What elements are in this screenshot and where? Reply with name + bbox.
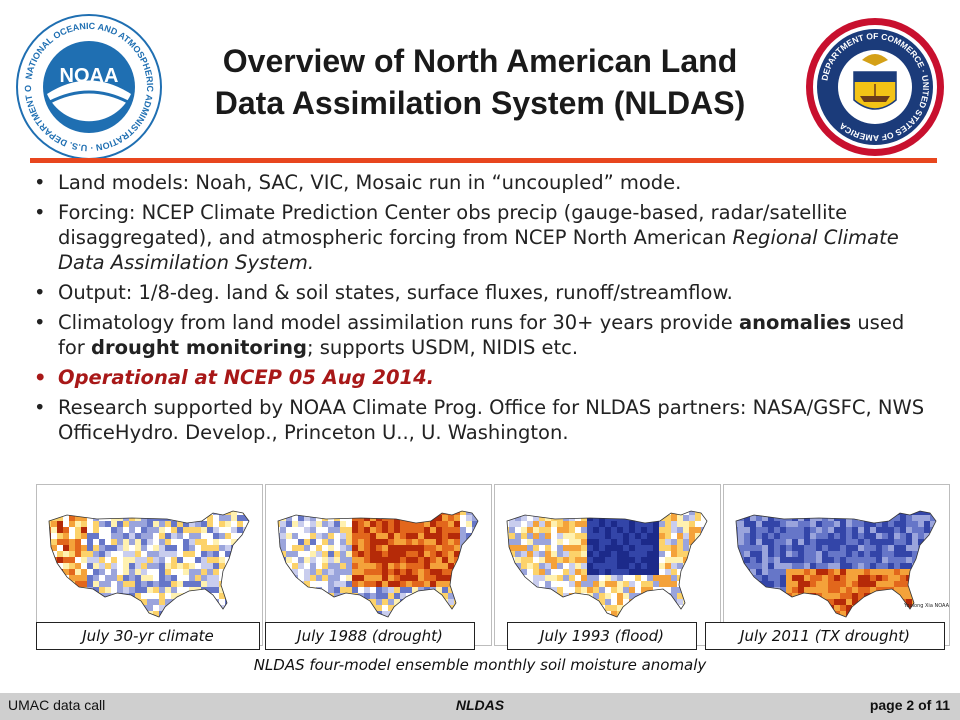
bullet-item: Forcing: NCEP Climate Prediction Center … [32, 200, 937, 275]
caption-july-1988-drought: July 1988 (drought) [265, 622, 475, 650]
title-line-2: Data Assimilation System (NLDAS) [214, 85, 746, 121]
soil-moisture-map-1 [48, 510, 250, 618]
bullet-text: drought monitoring [91, 336, 307, 359]
bullet-text: Climatology from land model assimilation… [58, 311, 739, 334]
bullet-text: Operational at NCEP 05 Aug 2014. [58, 366, 435, 389]
bullet-list: Land models: Noah, SAC, VIC, Mosaic run … [32, 170, 937, 450]
bullet-text: Output: 1/8-deg. land & soil states, sur… [58, 281, 733, 304]
bullet-item: Research supported by NOAA Climate Prog.… [32, 395, 937, 445]
department-of-commerce-seal: DEPARTMENT OF COMMERCE · UNITED STATES O… [804, 16, 946, 158]
soil-moisture-map-4: Youlong Xia NOAA/NCEP/EMC [735, 510, 949, 618]
map-credit-text: Youlong Xia NOAA/NCEP/EMC [903, 603, 949, 609]
footer-bar: UMAC data call NLDAS page 2 of 11 [0, 693, 960, 720]
noaa-logo-text: NOAA [60, 65, 119, 87]
title-divider [30, 158, 937, 163]
bullet-text: Land models: Noah, SAC, VIC, Mosaic run … [58, 171, 682, 194]
footer-left-text: UMAC data call [8, 697, 106, 713]
bullet-text: ; supports USDM, NIDIS etc. [306, 336, 579, 359]
map-july-30yr-climate [36, 484, 263, 646]
noaa-logo: NATIONAL OCEANIC AND ATMOSPHERIC ADMINIS… [10, 4, 164, 162]
bullet-item: Output: 1/8-deg. land & soil states, sur… [32, 280, 937, 305]
page-title: Overview of North American Land Data Ass… [165, 40, 795, 124]
bullet-item: Land models: Noah, SAC, VIC, Mosaic run … [32, 170, 937, 195]
map-july-1988-drought [265, 484, 492, 646]
soil-moisture-map-2 [277, 510, 479, 618]
bullet-text: Research supported by NOAA Climate Prog.… [58, 396, 925, 444]
caption-july-1993-flood: July 1993 (flood) [507, 622, 697, 650]
bullet-text: used for [58, 311, 905, 359]
soil-moisture-map-3 [506, 510, 708, 618]
bullet-item: Climatology from land model assimilation… [32, 310, 937, 360]
figure-caption: NLDAS four-model ensemble monthly soil m… [253, 656, 707, 674]
caption-july-2011-tx-drought: July 2011 (TX drought) [705, 622, 945, 650]
bullet-text: Regional Climate Data Assimilation Syste… [58, 226, 899, 274]
map-july-2011-tx-drought: Youlong Xia NOAA/NCEP/EMC [723, 484, 950, 646]
title-line-1: Overview of North American Land [222, 43, 738, 79]
map-july-1993-flood [494, 484, 721, 646]
bullet-text: Forcing: NCEP Climate Prediction Center … [58, 201, 848, 249]
bullet-item: Operational at NCEP 05 Aug 2014. [32, 365, 937, 390]
footer-center-text: NLDAS [455, 697, 505, 713]
page-number: page 2 of 11 [869, 697, 950, 713]
bullet-text: anomalies [739, 311, 852, 334]
caption-july-30yr-climate: July 30-yr climate [36, 622, 260, 650]
